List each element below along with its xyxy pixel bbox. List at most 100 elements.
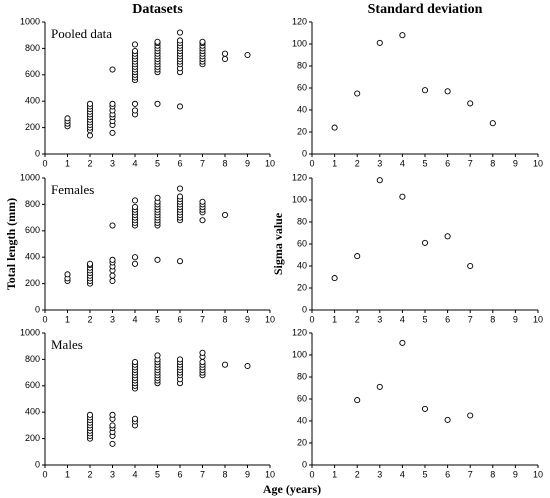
y-tick-label: 20 [297,282,307,292]
x-tick-label: 7 [468,314,473,324]
y-tick-label: 100 [292,349,307,359]
y-tick-label: 800 [25,199,40,209]
x-tick-label: 1 [332,469,337,479]
point [444,88,451,95]
point [131,415,139,422]
y-tick-label: 20 [297,126,307,136]
y-tick-label: 0 [302,148,307,158]
x-tick-label: 10 [265,158,275,168]
panel-label: Males [51,337,83,352]
x-tick-label: 3 [110,314,115,324]
point [199,358,206,366]
point [221,211,229,219]
x-tick-label: 0 [42,469,47,479]
point [109,222,116,229]
y-tick-label: 80 [297,216,307,226]
point [376,39,383,46]
x-tick-label: 8 [222,314,227,324]
point [354,90,361,97]
point [199,38,206,45]
x-tick-label: 5 [155,158,160,168]
x-axis-label: Age (years) [263,482,321,496]
point [221,361,229,368]
x-tick-label: 8 [222,469,227,479]
point [421,87,429,94]
point [354,253,361,260]
point [154,256,161,263]
x-tick-label: 10 [265,314,275,324]
x-tick-label: 9 [513,158,518,168]
point [467,100,474,107]
y-tick-label: 400 [25,96,40,106]
x-tick-label: 8 [490,314,495,324]
point [421,405,429,412]
x-tick-label: 1 [332,158,337,168]
x-tick-label: 9 [245,469,250,479]
point [109,66,116,73]
point [86,100,94,107]
y-tick-label: 60 [297,238,307,248]
y-tick-label: 400 [25,252,40,262]
point [109,411,116,418]
point [131,107,139,114]
point [399,193,406,200]
y-tick-label: 400 [25,407,40,417]
point [109,256,116,263]
column-title: Standard deviation [368,2,483,17]
point [176,356,184,363]
x-tick-label: 9 [245,314,250,324]
x-tick-label: 1 [332,314,337,324]
y-tick-label: 800 [25,354,40,364]
x-tick-label: 10 [533,469,543,479]
y-tick-label: 80 [297,60,307,70]
point [131,41,139,48]
x-tick-label: 1 [65,158,70,168]
y-tick-label: 600 [25,69,40,79]
point [331,275,338,282]
x-tick-label: 9 [513,469,518,479]
x-tick-label: 2 [355,469,360,479]
x-tick-label: 6 [177,469,182,479]
y-tick-label: 600 [25,225,40,235]
x-tick-label: 8 [490,469,495,479]
point [86,260,94,267]
y-tick-label: 100 [292,194,307,204]
point [64,271,71,278]
x-tick-label: 10 [533,314,543,324]
x-tick-label: 10 [533,158,543,168]
x-tick-label: 4 [132,469,137,479]
y-tick-label: 0 [35,304,40,314]
x-tick-label: 9 [245,158,250,168]
x-tick-label: 3 [377,469,382,479]
y-tick-label: 0 [35,148,40,158]
point [109,100,116,107]
x-tick-label: 7 [468,158,473,168]
point [244,362,251,370]
x-tick-label: 4 [132,158,137,168]
x-tick-label: 6 [445,158,450,168]
y-tick-label: 40 [297,415,307,425]
x-tick-label: 1 [65,469,70,479]
y-tick-label: 100 [292,38,307,48]
x-tick-label: 5 [422,469,427,479]
x-tick-label: 3 [377,314,382,324]
point [154,194,161,201]
x-tick-label: 5 [155,469,160,479]
y-tick-label: 200 [25,433,40,443]
x-tick-label: 3 [110,469,115,479]
y-tick-label: 1000 [20,327,40,337]
x-tick-label: 4 [132,314,137,324]
y-tick-label: 120 [292,172,307,182]
point [109,272,116,279]
point [331,124,338,131]
y-tick-label: 120 [292,16,307,26]
y-tick-label: 40 [297,260,307,270]
x-tick-label: 3 [110,158,115,168]
x-tick-label: 5 [422,314,427,324]
point [154,38,161,45]
x-tick-label: 2 [87,158,92,168]
point [176,29,184,36]
x-tick-label: 2 [355,158,360,168]
y-tick-label: 20 [297,437,307,447]
